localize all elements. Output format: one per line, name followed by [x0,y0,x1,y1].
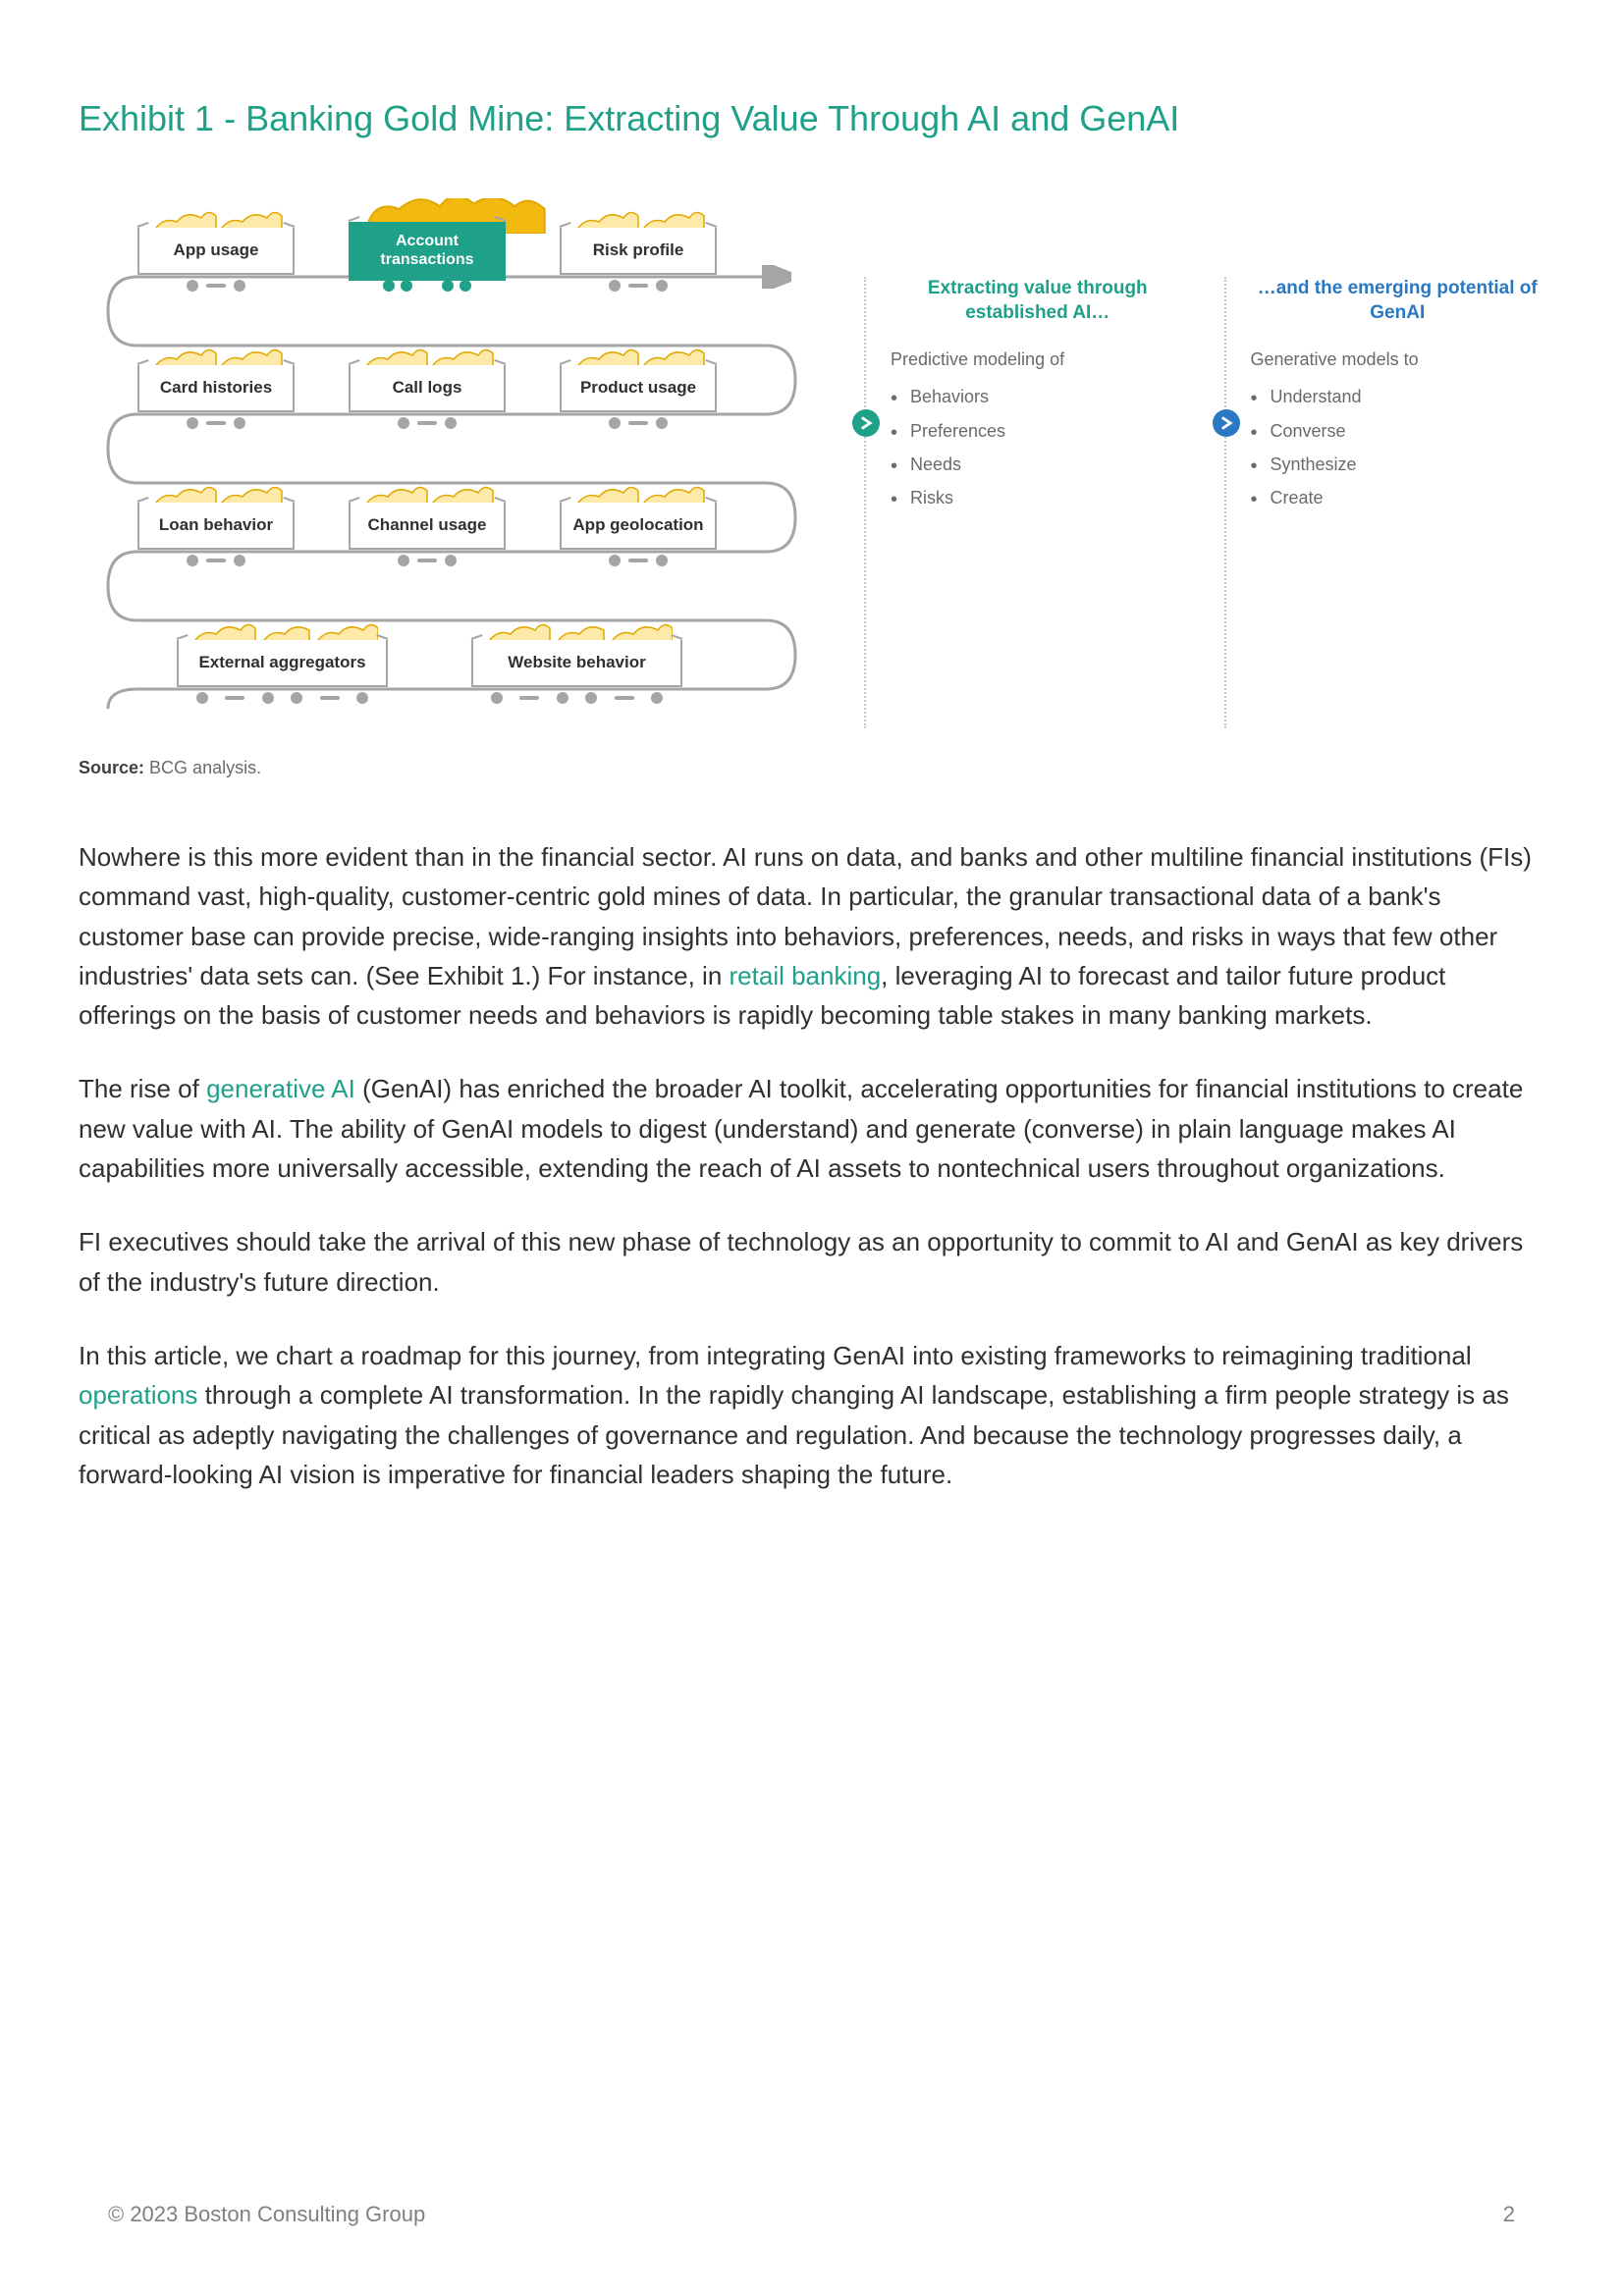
info-col-ai: Extracting value through established AI…… [864,277,1185,728]
info-col-subtitle: Generative models to [1251,349,1545,370]
cart-external-aggregators: External aggregators [177,640,388,714]
list-item: Synthesize [1251,448,1545,481]
cart-label: Account transactions [354,232,500,269]
arrow-icon [1213,409,1240,437]
cart-label: Call logs [393,378,462,398]
cart-label: App geolocation [572,515,703,535]
diagram-area: App usage Account transactions Risk prof… [79,179,825,728]
cart-app-geolocation: App geolocation [560,503,717,576]
exhibit-container: App usage Account transactions Risk prof… [79,179,1544,728]
cart-label: External aggregators [198,653,365,672]
cart-label: Risk profile [593,240,684,260]
link-operations[interactable]: operations [79,1380,197,1410]
cart-label: Card histories [160,378,272,398]
list-item: Create [1251,481,1545,514]
cart-label: Channel usage [368,515,487,535]
list-item: Converse [1251,414,1545,448]
cart-channel-usage: Channel usage [349,503,506,576]
exhibit-title: Exhibit 1 - Banking Gold Mine: Extractin… [79,98,1544,139]
cart-account-transactions: Account transactions [349,228,506,301]
cart-label: Loan behavior [159,515,273,535]
info-col-genai: …and the emerging potential of GenAI Gen… [1224,277,1545,728]
cart-loan-behavior: Loan behavior [137,503,295,576]
source-text: BCG analysis. [149,758,261,777]
info-columns: Extracting value through established AI…… [864,179,1544,728]
cart-app-usage: App usage [137,228,295,301]
cart-call-logs: Call logs [349,365,506,439]
list-item: Needs [891,448,1185,481]
link-retail-banking[interactable]: retail banking [730,961,882,990]
list-item: Understand [1251,380,1545,413]
copyright: © 2023 Boston Consulting Group [108,2202,425,2227]
cart-product-usage: Product usage [560,365,717,439]
link-generative-ai[interactable]: generative AI [206,1074,355,1103]
body-paragraph-3: FI executives should take the arrival of… [79,1222,1544,1302]
cart-label: Product usage [580,378,696,398]
body-paragraph-2: The rise of generative AI (GenAI) has en… [79,1069,1544,1188]
info-list: Behaviors Preferences Needs Risks [891,380,1185,514]
info-col-title: …and the emerging potential of GenAI [1251,277,1545,325]
info-list: Understand Converse Synthesize Create [1251,380,1545,514]
list-item: Preferences [891,414,1185,448]
cart-label: App usage [174,240,259,260]
list-item: Risks [891,481,1185,514]
cart-label: Website behavior [508,653,645,672]
body-paragraph-1: Nowhere is this more evident than in the… [79,837,1544,1035]
page-footer: © 2023 Boston Consulting Group 2 [108,2202,1515,2227]
list-item: Behaviors [891,380,1185,413]
cart-website-behavior: Website behavior [471,640,682,714]
info-col-title: Extracting value through established AI… [891,277,1185,325]
arrow-icon [852,409,880,437]
source-line: Source: BCG analysis. [79,758,1544,778]
info-col-subtitle: Predictive modeling of [891,349,1185,370]
page-number: 2 [1503,2202,1515,2227]
cart-risk-profile: Risk profile [560,228,717,301]
source-label: Source: [79,758,144,777]
cart-card-histories: Card histories [137,365,295,439]
body-paragraph-4: In this article, we chart a roadmap for … [79,1336,1544,1494]
